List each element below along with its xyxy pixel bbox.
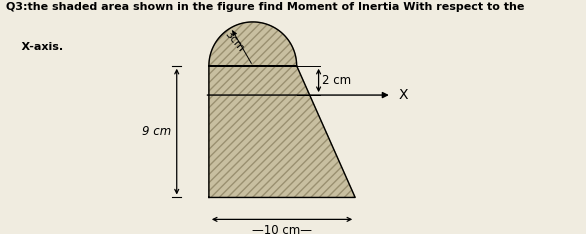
Text: Q3:the shaded area shown in the figure find Moment of Inertia With respect to th: Q3:the shaded area shown in the figure f… xyxy=(6,2,524,12)
Polygon shape xyxy=(209,22,355,197)
Text: X-axis.: X-axis. xyxy=(6,42,63,52)
Text: 9 cm: 9 cm xyxy=(142,125,171,138)
Text: 2 cm: 2 cm xyxy=(322,74,352,87)
Text: —10 cm—: —10 cm— xyxy=(252,224,312,234)
Text: 3cm: 3cm xyxy=(222,29,246,54)
Text: X: X xyxy=(399,88,408,102)
